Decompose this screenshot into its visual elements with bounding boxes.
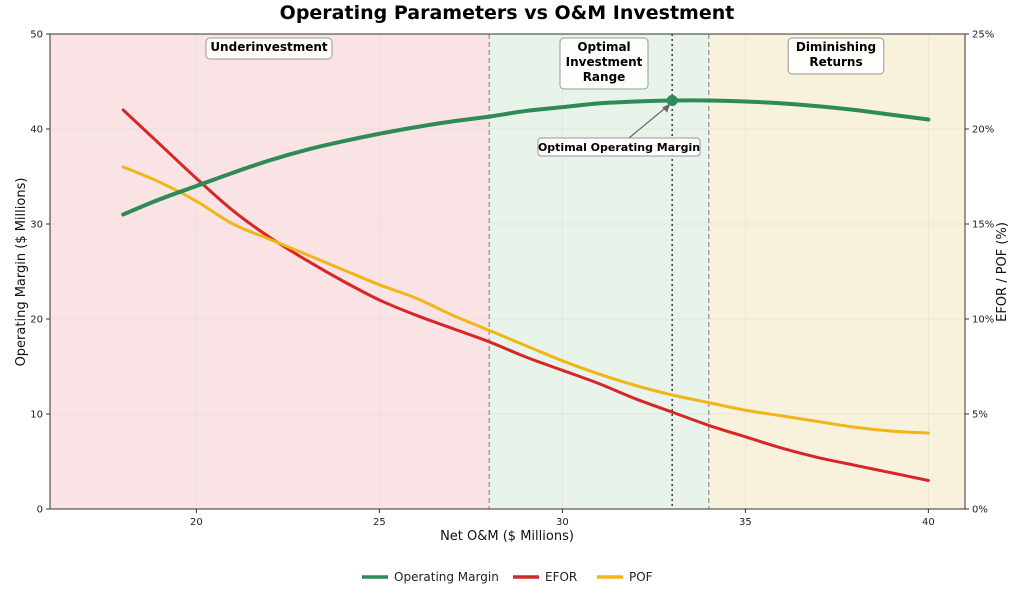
legend: Operating Margin EFOR POF <box>362 570 653 584</box>
y-tick-label: 30 <box>30 220 43 231</box>
x-axis-title: Net O&M ($ Millions) <box>440 529 574 544</box>
y-tick-label: 10 <box>30 410 43 421</box>
grid-lines <box>50 33 965 510</box>
y-tick-label: 50 <box>30 30 43 41</box>
region-label-box <box>559 37 649 90</box>
y-tick-label: 20 <box>30 315 43 326</box>
annotation-box <box>537 137 701 157</box>
region-label-box <box>787 37 885 75</box>
x-tick-label: 25 <box>373 517 386 528</box>
y-tick-label: 40 <box>30 125 43 136</box>
region-label-0: Underinvestment <box>205 37 333 60</box>
operating-margin-line <box>121 98 931 217</box>
legend-label: POF <box>629 570 653 584</box>
annotation-arrow-head <box>662 103 671 113</box>
optimal-point-marker <box>666 95 678 106</box>
region-label-box <box>205 37 333 60</box>
y2-axis-title: EFOR / POF (%) <box>995 222 1010 322</box>
y-tick-label: 0 <box>37 505 43 516</box>
legend-item-pof: POF <box>597 570 653 584</box>
legend-label: Operating Margin <box>394 570 499 584</box>
background-regions <box>50 34 965 509</box>
x-tick-label: 20 <box>190 517 203 528</box>
region-label-text: Diminishing <box>796 40 876 54</box>
y-axis-left: 0 10 20 30 40 50 <box>30 30 50 516</box>
legend-item-efor: EFOR <box>513 570 577 584</box>
x-tick-label: 30 <box>556 517 569 528</box>
optimal-annotation: Optimal Operating Margin <box>537 95 701 157</box>
x-tick-label: 35 <box>739 517 752 528</box>
region-label-text: Underinvestment <box>210 40 328 54</box>
x-axis: 20 25 30 35 40 <box>190 509 935 528</box>
annotation-arrow-line <box>628 105 669 139</box>
y2-tick-label: 5% <box>972 410 988 421</box>
region-label-text: Range <box>583 70 626 84</box>
region-label-text: Returns <box>809 55 862 69</box>
region-label-text: Optimal <box>577 40 630 54</box>
efor-line <box>121 108 930 482</box>
y-axis-title: Operating Margin ($ Millions) <box>14 178 29 367</box>
pof-line <box>121 165 930 435</box>
x-tick-label: 40 <box>922 517 935 528</box>
legend-item-operating-margin: Operating Margin <box>362 570 499 584</box>
chart-title: Operating Parameters vs O&M Investment <box>280 2 735 24</box>
y2-tick-label: 0% <box>972 505 988 516</box>
region-band-0 <box>50 34 490 509</box>
series-lines <box>121 98 931 482</box>
y2-tick-label: 10% <box>972 315 994 326</box>
annotation-text: Optimal Operating Margin <box>538 141 700 154</box>
y2-tick-label: 25% <box>972 30 994 41</box>
y2-tick-label: 15% <box>972 220 994 231</box>
region-label-text: Investment <box>566 55 643 69</box>
region-band-2 <box>708 34 965 509</box>
plot-frame <box>49 33 966 510</box>
range-boundary-lines <box>488 34 710 509</box>
legend-label: EFOR <box>545 570 577 584</box>
y-axis-right: 0% 5% 10% 15% 20% 25% <box>965 30 994 516</box>
y2-tick-label: 20% <box>972 125 994 136</box>
